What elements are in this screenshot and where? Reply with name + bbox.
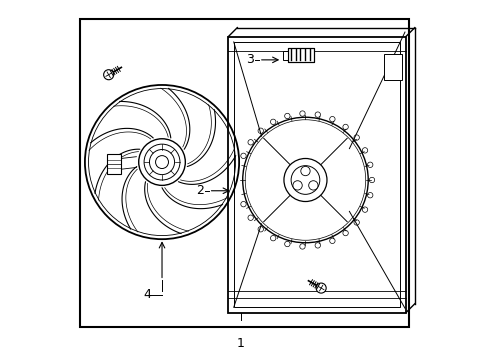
- Circle shape: [308, 181, 317, 190]
- Bar: [287, 48, 314, 62]
- Bar: [287, 48, 314, 62]
- Text: 1: 1: [237, 337, 244, 350]
- Text: 2: 2: [195, 184, 203, 197]
- Circle shape: [284, 158, 326, 202]
- Bar: [233, 42, 400, 307]
- Bar: [80, 19, 408, 327]
- Circle shape: [103, 70, 113, 80]
- Circle shape: [144, 144, 180, 180]
- Text: 3: 3: [245, 53, 253, 66]
- Circle shape: [242, 117, 367, 243]
- Bar: [384, 54, 402, 80]
- Text: 4: 4: [143, 288, 151, 301]
- Bar: [283, 51, 287, 59]
- Bar: [228, 37, 405, 313]
- Circle shape: [139, 139, 185, 185]
- Circle shape: [315, 283, 325, 293]
- Circle shape: [292, 181, 302, 190]
- Bar: [107, 154, 121, 174]
- Circle shape: [300, 166, 309, 176]
- Circle shape: [290, 166, 319, 194]
